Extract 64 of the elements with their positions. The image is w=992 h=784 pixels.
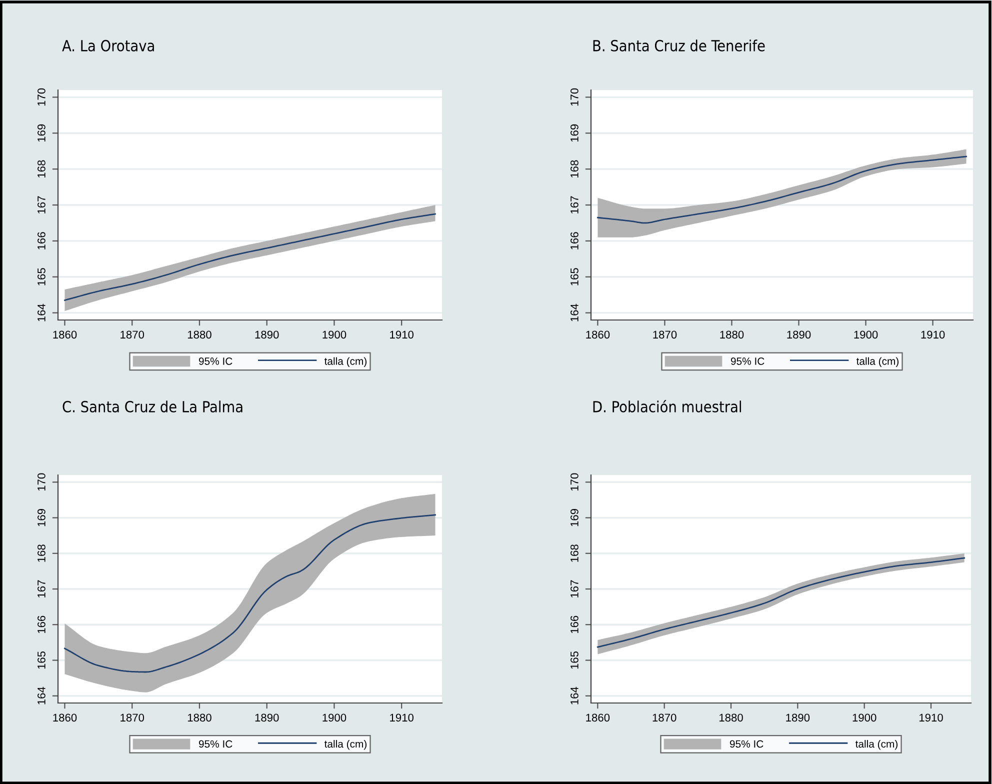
x-tick-label: 1910 bbox=[921, 330, 945, 339]
x-tick-label: 1890 bbox=[787, 330, 811, 339]
text: 95% IC bbox=[198, 358, 232, 365]
x-tick-label: 1890 bbox=[786, 714, 810, 722]
y-tick-label: 170 bbox=[38, 473, 46, 491]
y-tick-label: 164 bbox=[38, 304, 46, 322]
x-tick-label: 1860 bbox=[53, 714, 77, 722]
y-tick-label: 170 bbox=[570, 473, 578, 491]
x-tick-label: 1880 bbox=[188, 714, 212, 722]
text: 95% IC bbox=[198, 740, 232, 748]
y-tick-label: 169 bbox=[570, 509, 578, 526]
x-tick-label: 1910 bbox=[390, 714, 414, 722]
x-tick-label: 1900 bbox=[852, 714, 876, 722]
y-tick-label: 167 bbox=[38, 580, 46, 598]
y-tick-label: 166 bbox=[570, 616, 578, 634]
y-tick-label: 169 bbox=[38, 509, 46, 526]
y-tick-label: 164 bbox=[570, 686, 578, 704]
text: talla (cm) bbox=[855, 740, 898, 750]
y-tick-label: 166 bbox=[38, 232, 46, 250]
x-tick-label: 1880 bbox=[720, 330, 744, 339]
x-tick-label: 1870 bbox=[120, 714, 144, 722]
y-tick-label: 169 bbox=[38, 124, 46, 142]
x-tick-label: 1880 bbox=[719, 714, 743, 722]
y-tick-label: 168 bbox=[570, 160, 578, 178]
y-tick-label: 165 bbox=[38, 268, 46, 286]
x-tick-label: 1870 bbox=[653, 330, 677, 339]
y-tick-label: 165 bbox=[570, 651, 578, 669]
y-tick-label: 167 bbox=[570, 196, 578, 214]
x-tick-label: 1890 bbox=[255, 330, 279, 339]
text: 95% IC bbox=[730, 740, 764, 748]
text: talla (cm) bbox=[324, 740, 366, 750]
text: talla (cm) bbox=[856, 357, 898, 367]
y-tick-label: 168 bbox=[38, 544, 46, 562]
x-tick-label: 1910 bbox=[919, 714, 943, 722]
x-tick-label: 1870 bbox=[120, 330, 144, 339]
x-tick-label: 1900 bbox=[854, 330, 878, 339]
x-tick-label: 1900 bbox=[322, 330, 346, 339]
y-tick-label: 167 bbox=[570, 580, 578, 598]
y-tick-label: 170 bbox=[570, 88, 578, 106]
y-tick-label: 168 bbox=[570, 544, 578, 562]
x-tick-label: 1880 bbox=[188, 330, 212, 339]
x-tick-label: 1860 bbox=[586, 330, 610, 339]
x-tick-label: 1860 bbox=[53, 330, 77, 339]
y-tick-label: 169 bbox=[570, 124, 578, 142]
x-tick-label: 1860 bbox=[586, 714, 610, 722]
y-tick-label: 165 bbox=[570, 268, 578, 286]
y-tick-label: 168 bbox=[38, 160, 46, 178]
y-tick-label: 170 bbox=[38, 88, 46, 106]
x-tick-label: 1870 bbox=[652, 714, 676, 722]
text: 95% IC bbox=[730, 358, 764, 365]
y-tick-label: 165 bbox=[38, 651, 46, 669]
chart-title: D. Población muestral bbox=[593, 400, 741, 412]
chart-title: B. Santa Cruz de Tenerife bbox=[593, 40, 765, 52]
y-tick-label: 164 bbox=[570, 304, 578, 322]
y-tick-label: 167 bbox=[38, 196, 46, 214]
chart-title: A. La Orotava bbox=[62, 40, 154, 52]
text: talla (cm) bbox=[324, 357, 366, 367]
x-tick-label: 1910 bbox=[390, 330, 414, 339]
y-tick-label: 164 bbox=[38, 686, 46, 704]
x-tick-label: 1890 bbox=[255, 714, 279, 722]
y-tick-label: 166 bbox=[38, 616, 46, 634]
y-tick-label: 166 bbox=[570, 232, 578, 250]
x-tick-label: 1900 bbox=[322, 714, 346, 722]
chart-title: C. Santa Cruz de La Palma bbox=[62, 400, 242, 412]
